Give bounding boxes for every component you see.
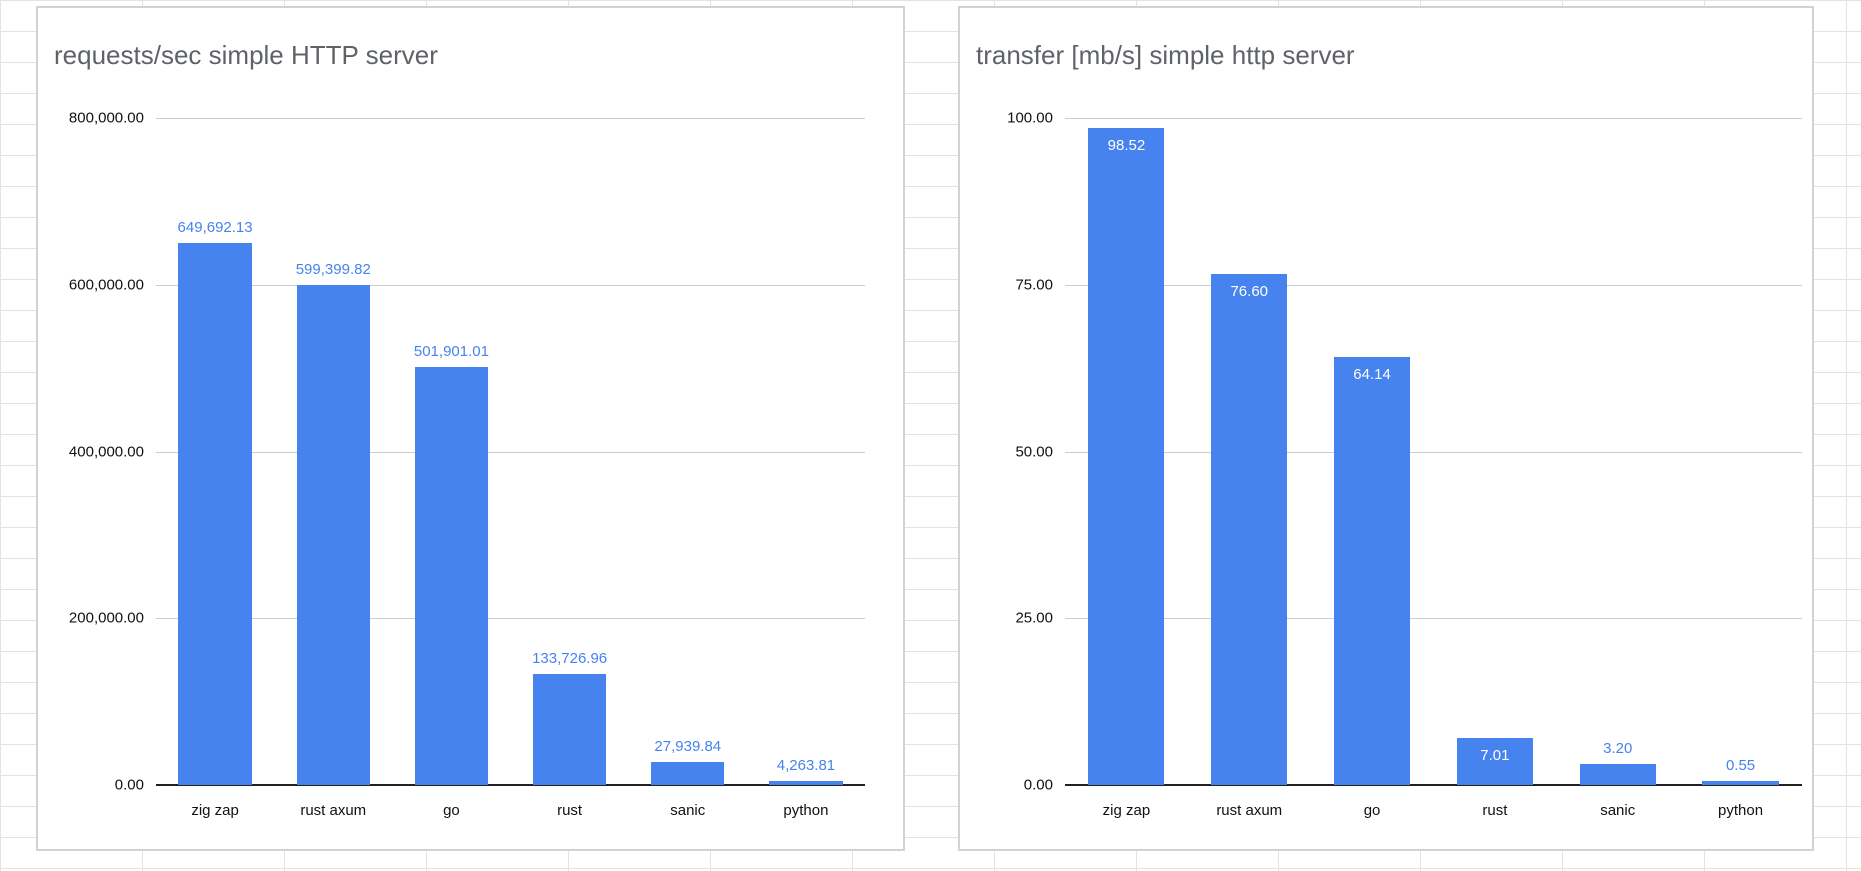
bar-python[interactable] [1702, 781, 1779, 785]
bar-value-label: 4,263.81 [776, 757, 836, 775]
bar-slot: 0.55 [1679, 118, 1802, 785]
bar-rust-axum[interactable] [1211, 274, 1288, 785]
x-category-label: go [443, 802, 460, 819]
y-tick-label: 100.00 [1007, 109, 1053, 127]
x-axis-baseline [1065, 784, 1802, 786]
bar-slot: 27,939.84 [629, 118, 747, 785]
bar-slot: 64.14 [1311, 118, 1434, 785]
bar-rust-axum[interactable] [296, 285, 370, 785]
y-axis: 0.00 25.00 50.00 75.00 100.00 [960, 110, 1053, 794]
chart-card-transfer-mbps[interactable]: transfer [mb/s] simple http server 0.00 2… [958, 6, 1814, 851]
x-axis-labels: zig zap rust axum go rust sanic python [1065, 802, 1802, 819]
bar-slot: 76.60 [1188, 118, 1311, 785]
bar-slot: 7.01 [1433, 118, 1556, 785]
bar-value-label: 0.55 [1725, 757, 1756, 775]
bar-value-label: 64.14 [1353, 366, 1391, 384]
bar-go[interactable] [414, 366, 489, 785]
h-gridline [156, 451, 865, 453]
plot-area: 649,692.13 599,399.82 501,901.01 133,726.96… [156, 118, 865, 786]
bar-value-label: 133,726.96 [532, 649, 608, 667]
y-tick-label: 400,000.00 [68, 443, 144, 460]
x-category-label: rust [1482, 802, 1508, 819]
x-axis-baseline [156, 784, 865, 786]
bar-slot: 98.52 [1065, 118, 1188, 785]
chart-card-requests-per-sec[interactable]: requests/sec simple HTTP server 0.00 200,… [36, 6, 905, 851]
bar-slot: 3.20 [1556, 118, 1679, 785]
y-tick-label: 25.00 [1015, 609, 1053, 627]
bar-zig-zap[interactable] [178, 243, 252, 785]
h-gridline [1065, 451, 1802, 453]
h-gridline [1065, 284, 1802, 286]
bar-sanic[interactable] [651, 761, 725, 785]
bar-value-label: 649,692.13 [177, 219, 253, 237]
x-category-label: zig zap [1102, 802, 1151, 819]
y-tick-label: 600,000.00 [68, 276, 144, 294]
bar-rust[interactable] [1456, 738, 1533, 785]
bar-value-label: 27,939.84 [654, 737, 722, 755]
x-category-label: python [783, 802, 829, 819]
x-category-label: sanic [1600, 802, 1636, 819]
bar-rust[interactable] [532, 673, 607, 785]
bars-row: 649,692.13 599,399.82 501,901.01 133,726.96… [156, 118, 865, 785]
x-category-label: sanic [670, 802, 706, 819]
y-tick-label: 50.00 [1015, 443, 1053, 460]
plot-area: 98.52 76.60 64.14 7.01 3.20 0.55 [1065, 118, 1802, 786]
x-category-label: zig zap [191, 802, 239, 819]
bar-value-label: 3.20 [1603, 739, 1633, 757]
bar-value-label: 7.01 [1480, 747, 1510, 765]
bar-value-label: 76.60 [1230, 283, 1269, 301]
x-category-label: python [1718, 802, 1764, 819]
bar-value-label: 501,901.01 [413, 342, 489, 360]
y-tick-label: 75.00 [1015, 276, 1053, 294]
h-gridline [1065, 118, 1802, 119]
bar-sanic[interactable] [1579, 763, 1656, 785]
bars-row: 98.52 76.60 64.14 7.01 3.20 0.55 [1065, 118, 1802, 785]
bar-slot: 4,263.81 [747, 118, 865, 785]
h-gridline [156, 118, 865, 119]
chart-title: requests/sec simple HTTP server [54, 40, 438, 70]
y-tick-label: 0.00 [1023, 776, 1053, 794]
y-tick-label: 0.00 [114, 776, 144, 794]
bar-python[interactable] [769, 781, 843, 785]
bar-value-label: 599,399.82 [295, 261, 371, 279]
x-category-label: rust [557, 802, 583, 819]
y-tick-label: 800,000.00 [68, 109, 144, 127]
bar-zig-zap[interactable] [1088, 127, 1165, 785]
x-category-label: rust axum [300, 802, 367, 819]
x-axis-labels: zig zap rust axum go rust sanic python [156, 802, 865, 819]
h-gridline [156, 284, 865, 286]
bar-value-label: 98.52 [1107, 136, 1146, 154]
h-gridline [1065, 618, 1802, 620]
bar-go[interactable] [1333, 357, 1411, 785]
x-category-label: go [1363, 802, 1381, 819]
y-axis: 0.00 200,000.00 400,000.00 600,000.00 800,00… [38, 110, 144, 794]
bar-slot: 133,726.96 [511, 118, 629, 785]
bar-slot: 649,692.13 [156, 118, 274, 785]
bar-slot: 599,399.82 [274, 118, 392, 785]
bar-slot: 501,901.01 [392, 118, 510, 785]
y-tick-label: 200,000.00 [68, 609, 144, 627]
chart-title: transfer [mb/s] simple http server [976, 40, 1355, 70]
x-category-label: rust axum [1216, 802, 1283, 819]
h-gridline [156, 618, 865, 620]
